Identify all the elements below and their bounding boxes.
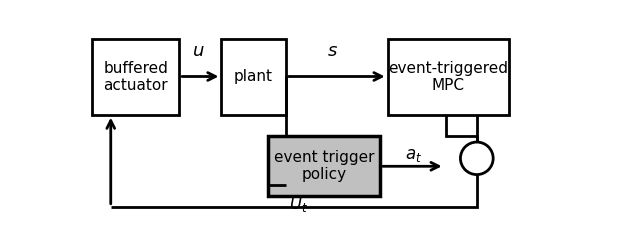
- Text: $u$: $u$: [192, 42, 204, 60]
- FancyBboxPatch shape: [92, 39, 179, 115]
- FancyBboxPatch shape: [221, 39, 286, 115]
- FancyBboxPatch shape: [269, 136, 380, 196]
- Text: $s$: $s$: [328, 42, 339, 60]
- Text: plant: plant: [234, 69, 273, 84]
- Text: $a_t$: $a_t$: [405, 146, 422, 164]
- Text: buffered
actuator: buffered actuator: [104, 61, 168, 93]
- Text: event-triggered
MPC: event-triggered MPC: [388, 61, 508, 93]
- FancyBboxPatch shape: [388, 39, 509, 115]
- Text: $U_t$: $U_t$: [289, 194, 308, 214]
- Text: event trigger
policy: event trigger policy: [274, 150, 374, 182]
- Ellipse shape: [460, 142, 493, 175]
